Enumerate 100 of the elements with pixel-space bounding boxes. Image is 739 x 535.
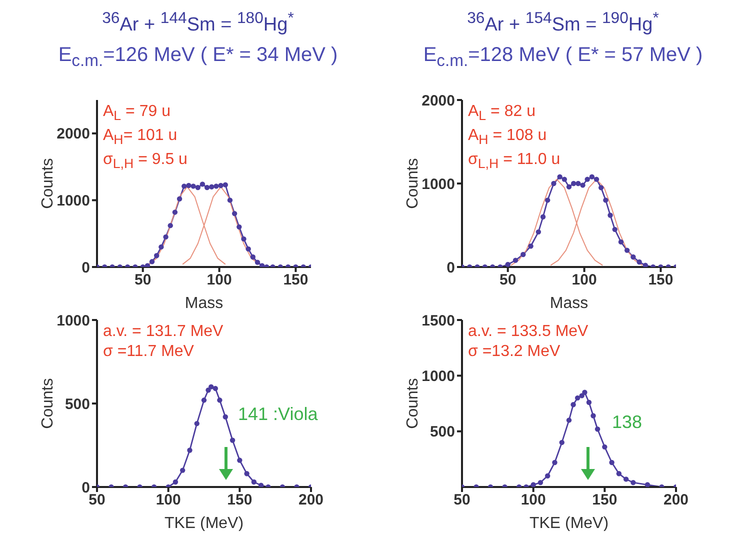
annotation: A$_{L}$ = 82 u [468,102,536,126]
x-tick-label: 100 [156,492,181,509]
point [618,239,624,245]
point [214,184,219,189]
x-tick-label: 50 [134,272,152,289]
y-axis-title: Counts [40,378,57,429]
point [237,458,242,463]
point [244,471,250,476]
point [168,222,173,228]
point [227,198,233,203]
point [212,386,218,392]
y-axis-title: Counts [404,158,422,209]
point [206,388,211,393]
point [530,482,536,487]
point [180,468,186,473]
x-axis-title: Mass [550,295,588,312]
annotation: 141 :Viola [238,404,319,424]
y-tick-label: 2000 [56,126,90,143]
annotation: a.v. = 133.5 MeV [468,322,588,342]
point [630,254,636,260]
annotation: A$_{H}$= 101 u [103,126,178,150]
point [176,196,182,202]
annotation: σ =13.2 MeV [468,342,562,362]
point [570,402,576,408]
y-tick-label: 1000 [422,176,455,193]
y-tick-label: 1000 [56,192,90,210]
point [590,413,596,418]
point [609,460,614,466]
y-tick-label: 500 [430,424,455,441]
point [222,182,228,188]
point [642,262,648,267]
chart-subtitle: E$_{c.m.}$=126 MeV ( E* = 34 MeV ) [57,44,339,71]
point [570,180,576,186]
x-tick-label: 50 [500,272,516,289]
point [579,393,584,398]
point [594,426,600,432]
annotation: σ$_{L,H}$ = 9.5 u [103,150,188,174]
point [254,260,260,265]
point [236,224,242,230]
x-tick-label: 150 [283,272,308,289]
chart-title: $^{36}$Ar + $^{144}$Sm = $^{180}$Hg$^{*}$ [101,10,295,36]
y-tick-label: 500 [64,396,90,413]
point [536,229,542,235]
y-tick-label: 0 [82,479,90,496]
point [201,398,207,403]
point [187,448,192,453]
point [644,482,650,487]
y-axis-title: Counts [40,158,57,209]
x-tick-label: 100 [572,272,597,289]
y-tick-label: 1500 [422,312,455,330]
x-tick-label: 150 [592,492,618,509]
point [608,212,613,218]
point [217,398,222,403]
point [209,184,214,190]
point [204,184,210,190]
point [584,176,590,182]
x-tick-label: 150 [227,492,252,509]
point [545,473,550,478]
point [540,214,546,220]
annotation: σ =11.7 MeV [103,342,195,362]
point [232,210,238,216]
point [230,438,236,443]
point [586,400,592,405]
point [574,395,580,401]
point [241,236,246,242]
point [589,174,595,180]
point [576,180,581,186]
point [602,444,608,450]
x-tick-label: 150 [648,272,674,289]
point [562,176,568,182]
point [552,460,558,466]
point [566,184,572,190]
x-tick-label: 100 [206,272,232,289]
x-tick-label: 200 [663,492,689,509]
point [630,480,636,486]
y-tick-label: 2000 [422,92,455,110]
x-axis-title: TKE (MeV) [164,515,244,532]
point [512,258,518,263]
y-tick-label: 0 [82,259,90,276]
point [566,418,572,423]
point [528,244,534,249]
point [582,390,588,395]
point [636,259,642,265]
point [624,248,630,253]
point [598,185,604,190]
x-tick-label: 200 [298,492,324,509]
point [258,482,264,487]
annotation: A$_{H}$ = 108 u [468,126,548,150]
point [246,246,251,252]
point [545,198,550,203]
point [505,262,510,267]
point [616,471,622,476]
chart-subtitle: E$_{c.m.}$=128 MeV ( E* = 57 MeV ) [422,44,704,71]
point [208,384,214,390]
point [222,414,228,420]
point [250,254,256,260]
y-tick-label: 1000 [422,368,455,385]
y-tick-label: 0 [446,259,455,276]
point [190,184,196,189]
point [538,480,544,486]
